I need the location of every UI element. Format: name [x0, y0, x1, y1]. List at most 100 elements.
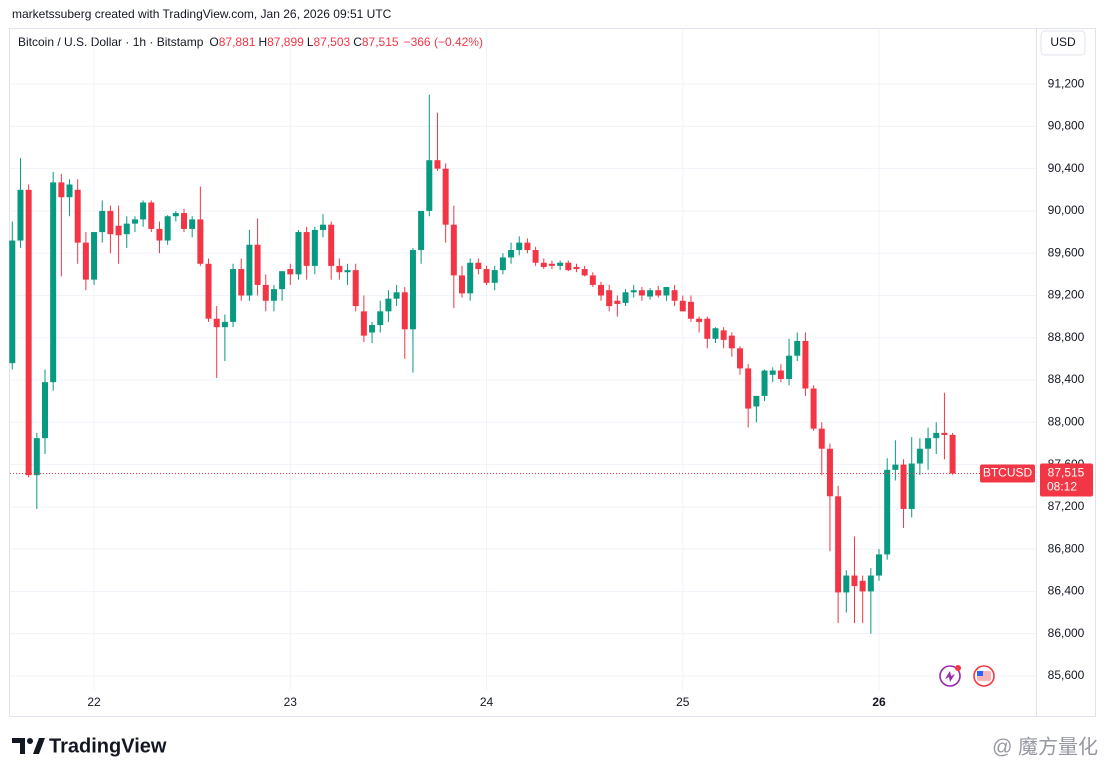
candle-body: [303, 232, 310, 266]
candle-body: [933, 432, 940, 439]
ohlc-value: 87,503: [314, 35, 351, 49]
candle-body: [156, 228, 163, 241]
candle-body: [508, 250, 515, 258]
candle-body: [737, 348, 744, 369]
candle-body: [25, 189, 32, 476]
brand-logo: [12, 738, 45, 754]
candle-body: [761, 370, 768, 396]
candle-body: [696, 318, 703, 322]
candle-body: [704, 318, 711, 339]
candle-body: [385, 298, 392, 312]
candle-body: [475, 262, 482, 270]
candle-body: [254, 244, 261, 285]
x-tick-label: 26: [872, 695, 886, 709]
candle-body: [148, 202, 155, 229]
candle-body: [491, 270, 498, 283]
symbol: Bitcoin / U.S. Dollar · 1h · Bitstamp: [18, 35, 204, 49]
candle-body: [908, 463, 915, 509]
candle-body: [246, 244, 253, 296]
candle-body: [205, 263, 212, 319]
candle-body: [401, 292, 408, 330]
candle-body: [655, 290, 662, 296]
candle-body: [107, 210, 114, 235]
candle-body: [172, 213, 179, 217]
candle-body: [287, 269, 294, 275]
price-tag-label: 87,515: [1048, 466, 1085, 480]
candle-body: [115, 225, 122, 236]
logo-mark: [12, 738, 25, 754]
candle-body: [91, 232, 98, 280]
candle-body: [900, 464, 907, 509]
candle-body: [786, 355, 793, 379]
candle-body: [467, 262, 474, 294]
currency: USD: [1050, 35, 1076, 49]
candle-body: [66, 184, 73, 198]
candle-body: [598, 284, 605, 296]
candle-body: [213, 318, 220, 328]
candle-body: [859, 580, 866, 592]
candle-body: [876, 554, 883, 576]
candle-body: [131, 219, 138, 224]
candle-body: [753, 395, 760, 407]
candle-body: [745, 368, 752, 409]
candle-body: [279, 271, 286, 290]
candle-body: [524, 242, 531, 251]
candle-body: [352, 270, 359, 307]
y-tick-label: 88,800: [1048, 330, 1085, 344]
currency-button[interactable]: [1040, 30, 1086, 56]
candle-body: [238, 269, 245, 296]
candle-body: [630, 290, 637, 293]
candle-body: [459, 275, 466, 294]
ohlc-value: 87,515: [362, 35, 399, 49]
candle-body: [369, 325, 376, 333]
candle-body: [557, 262, 564, 266]
y-tick-label: 90,000: [1048, 203, 1085, 217]
plot: 85,60086,00086,40086,80087,20087,60088,0…: [9, 28, 1093, 709]
candle-body: [221, 321, 228, 328]
candle-body: [867, 575, 874, 592]
price-tag: [1040, 463, 1093, 497]
y-tick-label: 86,000: [1048, 626, 1085, 640]
candle-body: [270, 289, 277, 301]
candle-body: [82, 242, 89, 280]
frame: [9, 28, 1096, 717]
candle-body: [663, 287, 670, 296]
candle-body: [818, 428, 825, 449]
y-tick-label: 87,200: [1048, 499, 1085, 513]
x-tick-label: 24: [480, 695, 494, 709]
x-tick-label: 25: [676, 695, 690, 709]
icons: [939, 665, 995, 687]
candle-body: [328, 224, 335, 266]
candle-body: [565, 262, 572, 271]
candle-body: [548, 263, 555, 266]
candle-body: [17, 189, 24, 241]
candle-body: [687, 301, 694, 319]
candle-body: [671, 290, 678, 301]
event-icon-glyph: [945, 671, 955, 682]
candle-body: [295, 232, 302, 275]
y-tick-label: 90,800: [1048, 119, 1085, 133]
candle-body: [123, 223, 130, 235]
change: −366 (−0.42%): [404, 35, 483, 49]
ohlc-key: C: [353, 35, 362, 49]
candle-body: [540, 262, 547, 267]
candle-body: [9, 240, 16, 364]
candle-body: [794, 340, 801, 356]
candle-body: [230, 269, 237, 322]
candle-body: [426, 160, 433, 211]
candle-body: [884, 469, 891, 555]
ohlc-value: 87,881: [219, 35, 256, 49]
candle-body: [826, 448, 833, 497]
attribution: marketssuberg created with TradingView.c…: [12, 7, 392, 21]
candle-body: [483, 269, 490, 283]
x-tick-label: 22: [87, 695, 101, 709]
candle-body: [41, 382, 48, 439]
candle-body: [393, 292, 400, 299]
candle-body: [647, 290, 654, 297]
candle-body: [810, 388, 817, 429]
logo-dot: [27, 738, 33, 744]
candle-body: [777, 370, 784, 379]
candle-body: [532, 250, 539, 263]
symbol-tag-label: BTCUSD: [983, 466, 1033, 480]
